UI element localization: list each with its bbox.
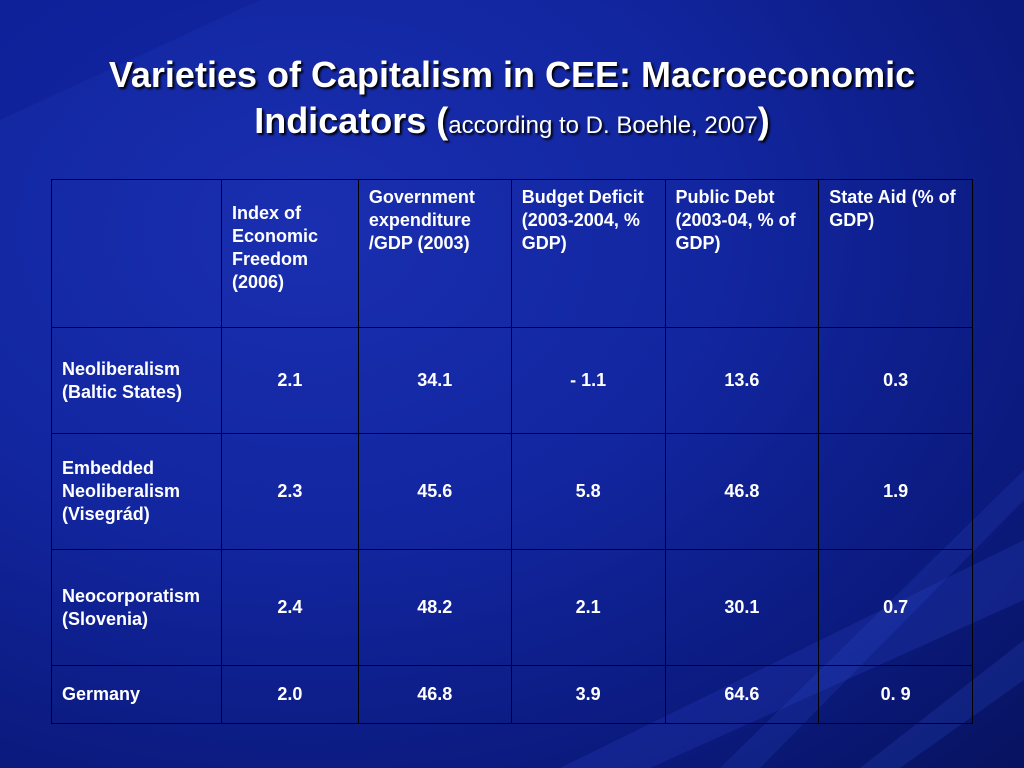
cell-government-expenditure: 48.2 xyxy=(357,549,512,666)
indicators-table: Index of Economic Freedom (2006) Governm… xyxy=(51,179,973,724)
title-source: according to D. Boehle, 2007 xyxy=(448,112,758,139)
cell-government-expenditure: 45.6 xyxy=(357,433,512,550)
cell-state-aid: 0.3 xyxy=(818,327,973,434)
row-label: Neocorporatism (Slovenia) xyxy=(51,549,222,666)
table-header-row: Index of Economic Freedom (2006) Governm… xyxy=(51,179,973,328)
cell-economic-freedom: 2.1 xyxy=(220,327,359,434)
cell-public-debt: 46.8 xyxy=(664,433,820,550)
cell-budget-deficit: 3.9 xyxy=(510,665,666,724)
cell-government-expenditure: 34.1 xyxy=(357,327,512,434)
cell-state-aid: 0.7 xyxy=(818,549,973,666)
table-row: Embedded Neoliberalism (Visegrád) 2.3 45… xyxy=(51,433,973,550)
cell-economic-freedom: 2.3 xyxy=(220,433,359,550)
header-budget-deficit: Budget Deficit (2003-2004, % GDP) xyxy=(510,179,666,328)
cell-public-debt: 64.6 xyxy=(664,665,820,724)
row-label: Embedded Neoliberalism (Visegrád) xyxy=(51,433,222,550)
header-government-expenditure: Government expenditure /GDP (2003) xyxy=(357,179,512,328)
header-state-aid: State Aid (% of GDP) xyxy=(818,179,973,328)
header-public-debt: Public Debt (2003-04, % of GDP) xyxy=(664,179,820,328)
slide-title: Varieties of Capitalism in CEE: Macroeco… xyxy=(0,52,1024,149)
cell-budget-deficit: 5.8 xyxy=(510,433,666,550)
title-close: ) xyxy=(757,100,770,141)
cell-public-debt: 30.1 xyxy=(664,549,820,666)
cell-budget-deficit: 2.1 xyxy=(510,549,666,666)
cell-economic-freedom: 2.0 xyxy=(220,665,359,724)
row-label: Neoliberalism (Baltic States) xyxy=(51,327,222,434)
cell-state-aid: 0. 9 xyxy=(818,665,973,724)
table-row: Germany 2.0 46.8 3.9 64.6 0. 9 xyxy=(51,665,973,724)
cell-budget-deficit: - 1.1 xyxy=(510,327,666,434)
header-corner xyxy=(51,179,222,328)
header-economic-freedom: Index of Economic Freedom (2006) xyxy=(220,179,359,328)
cell-state-aid: 1.9 xyxy=(818,433,973,550)
cell-public-debt: 13.6 xyxy=(664,327,820,434)
title-line-2: Indicators (according to D. Boehle, 2007… xyxy=(0,98,1024,149)
table-row: Neocorporatism (Slovenia) 2.4 48.2 2.1 3… xyxy=(51,549,973,666)
cell-economic-freedom: 2.4 xyxy=(220,549,359,666)
row-label: Germany xyxy=(51,665,222,724)
cell-government-expenditure: 46.8 xyxy=(357,665,512,724)
table-row: Neoliberalism (Baltic States) 2.1 34.1 -… xyxy=(51,327,973,434)
title-line-1: Varieties of Capitalism in CEE: Macroeco… xyxy=(108,54,916,95)
title-main: Indicators ( xyxy=(254,100,449,141)
